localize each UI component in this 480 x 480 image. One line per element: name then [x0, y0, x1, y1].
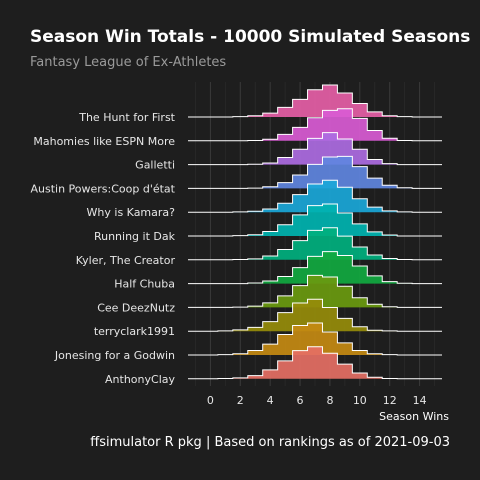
x-axis-label: Season Wins	[379, 410, 449, 423]
x-axis-ticks: 0 2 4 6 8 10 12 14	[207, 394, 427, 407]
ridge-outline	[188, 274, 442, 308]
ridge-fill	[202, 227, 428, 260]
ridge-fill	[202, 275, 428, 308]
y-tick-label: Jonesing for a Godwin	[54, 349, 175, 362]
y-tick-label: Mahomies like ESPN More	[33, 135, 175, 148]
ridge-10	[188, 322, 442, 356]
y-tick-label: Cee DeezNutz	[97, 301, 175, 314]
ridge-3	[188, 155, 442, 189]
ridge-1	[188, 108, 442, 142]
ridges	[188, 84, 442, 380]
ridge-11	[188, 346, 442, 380]
y-tick-label: AnthonyClay	[105, 373, 175, 386]
x-tick-label: 8	[326, 394, 333, 407]
ridge-fill	[202, 346, 428, 379]
ridge-5	[188, 203, 442, 237]
ridge-8	[188, 274, 442, 308]
y-tick-label: Galletti	[135, 159, 175, 172]
ridge-outline	[188, 132, 442, 166]
ridge-2	[188, 132, 442, 166]
ridge-outline	[188, 155, 442, 189]
ridge-fill	[202, 108, 428, 141]
ridge-fill	[202, 323, 428, 355]
ridge-outline	[188, 227, 442, 261]
ridge-0	[188, 84, 442, 118]
ridge-4	[188, 179, 442, 213]
ridge-fill	[202, 132, 428, 165]
ridge-6	[188, 227, 442, 261]
x-tick-label: 4	[267, 394, 274, 407]
ridge-7	[188, 251, 442, 285]
ridge-outline	[188, 298, 442, 332]
ridge-fill	[202, 204, 428, 236]
x-tick-label: 14	[413, 394, 427, 407]
ridge-outline	[188, 346, 442, 380]
y-tick-label: The Hunt for First	[78, 111, 175, 124]
ridge-outline	[188, 84, 442, 118]
ridge-9	[188, 298, 442, 332]
ridge-fill	[202, 85, 428, 117]
x-tick-label: 12	[383, 394, 397, 407]
y-tick-label: Austin Powers:Coop d'état	[30, 182, 175, 195]
ridge-outline	[188, 179, 442, 213]
ridge-outline	[188, 108, 442, 142]
x-tick-label: 0	[207, 394, 214, 407]
x-tick-label: 6	[297, 394, 304, 407]
y-tick-label: Running it Dak	[94, 230, 176, 243]
y-tick-label: Kyler, The Creator	[76, 254, 176, 267]
x-tick-label: 2	[237, 394, 244, 407]
chart-subtitle: Fantasy League of Ex-Athletes	[30, 55, 227, 70]
ridge-outline	[188, 251, 442, 285]
ridge-fill	[202, 156, 428, 189]
chart-caption: ffsimulator R pkg | Based on rankings as…	[90, 435, 450, 450]
ridge-fill	[202, 251, 428, 284]
ridge-fill	[202, 180, 428, 213]
x-tick-label: 10	[353, 394, 367, 407]
ridge-fill	[202, 299, 428, 332]
y-axis-labels: The Hunt for First Mahomies like ESPN Mor…	[30, 111, 175, 386]
y-tick-label: Why is Kamara?	[87, 206, 176, 219]
y-tick-label: Half Chuba	[114, 278, 175, 291]
ridge-outline	[188, 322, 442, 356]
ridge-outline	[188, 203, 442, 237]
y-tick-label: terryclark1991	[94, 325, 175, 338]
chart-title: Season Win Totals - 10000 Simulated Seas…	[30, 27, 471, 47]
